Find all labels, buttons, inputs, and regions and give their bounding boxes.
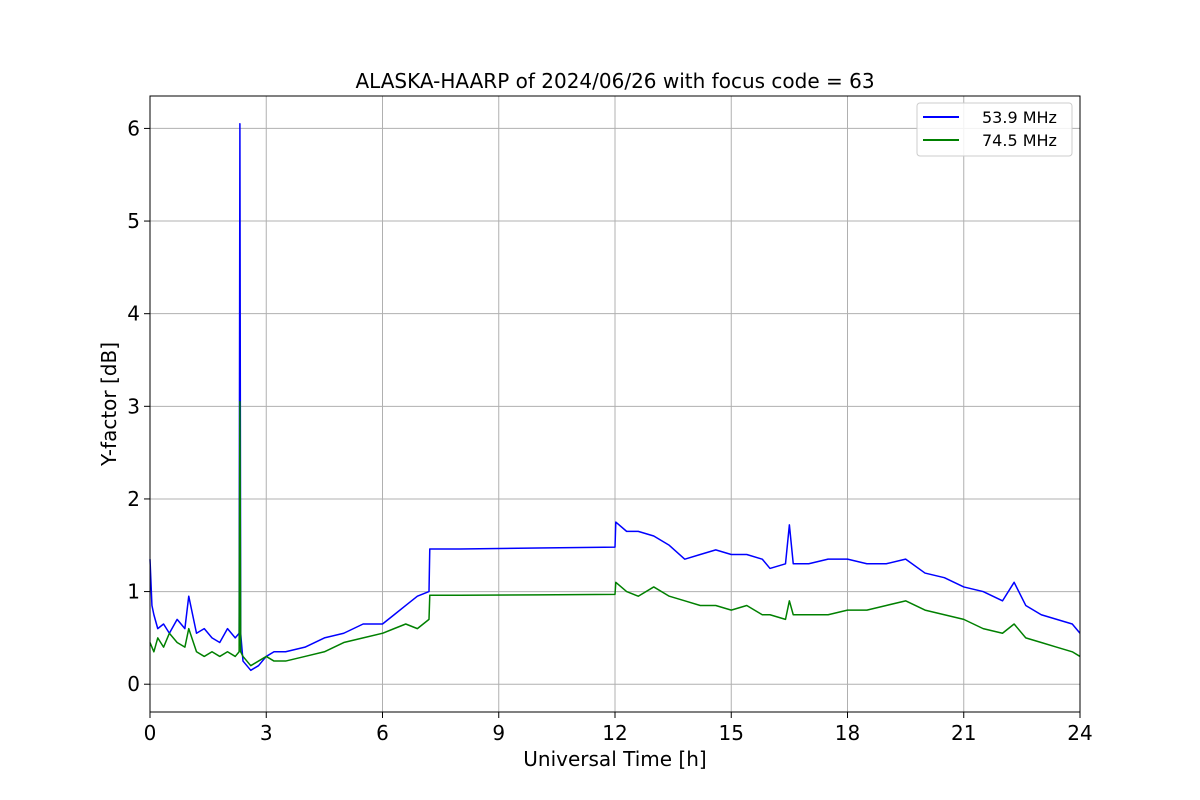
y-axis-label: Y-factor [dB] <box>97 342 121 467</box>
y-tick-label: 3 <box>127 394 140 418</box>
legend: 53.9 MHz 74.5 MHz <box>916 102 1073 157</box>
x-tick-label: 0 <box>144 721 157 745</box>
x-tick-label: 12 <box>602 721 627 745</box>
x-tick-label: 9 <box>492 721 505 745</box>
x-tick-label: 3 <box>260 721 273 745</box>
y-tick-label: 4 <box>127 302 140 326</box>
y-tick-label: 5 <box>127 209 140 233</box>
x-axis: 0 3 6 9 12 15 18 21 24 <box>144 712 1093 745</box>
x-tick-label: 24 <box>1067 721 1092 745</box>
series-line-1 <box>149 400 1081 667</box>
y-tick-label: 1 <box>127 580 140 604</box>
y-tick-label: 0 <box>127 672 140 696</box>
x-tick-label: 15 <box>719 721 744 745</box>
x-tick-label: 6 <box>376 721 389 745</box>
x-axis-label: Universal Time [h] <box>523 747 706 771</box>
x-tick-label: 18 <box>835 721 860 745</box>
y-tick-label: 2 <box>127 487 140 511</box>
legend-label-53-9: 53.9 MHz <box>982 108 1057 127</box>
series-line-0 <box>149 123 1081 672</box>
chart-title: ALASKA-HAARP of 2024/06/26 with focus co… <box>355 69 874 93</box>
y-tick-label: 6 <box>127 116 140 140</box>
series-group <box>149 123 1081 672</box>
y-axis: 0 1 2 3 4 5 6 <box>127 116 150 696</box>
legend-label-74-5: 74.5 MHz <box>982 131 1057 150</box>
x-tick-label: 21 <box>951 721 976 745</box>
